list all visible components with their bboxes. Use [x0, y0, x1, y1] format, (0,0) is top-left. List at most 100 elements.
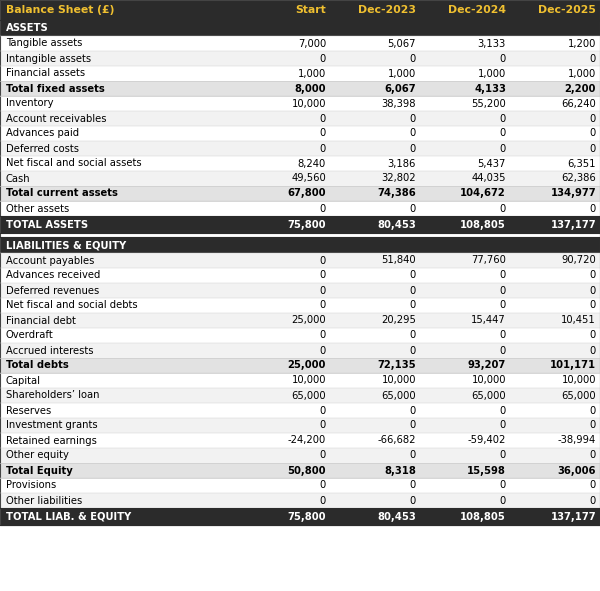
- Bar: [0, 237, 600, 253]
- Text: 1,000: 1,000: [388, 69, 416, 79]
- Text: 0: 0: [500, 480, 506, 491]
- Text: 0: 0: [410, 271, 416, 281]
- Text: 38,398: 38,398: [382, 99, 416, 109]
- Text: -66,682: -66,682: [377, 436, 416, 446]
- Text: 80,453: 80,453: [377, 511, 416, 521]
- Text: 0: 0: [320, 495, 326, 505]
- Text: -59,402: -59,402: [467, 436, 506, 446]
- Text: 0: 0: [320, 144, 326, 154]
- Text: 75,800: 75,800: [287, 511, 326, 521]
- Text: 0: 0: [500, 300, 506, 310]
- Text: 72,135: 72,135: [377, 361, 416, 371]
- Bar: [0, 463, 600, 478]
- Text: Intangible assets: Intangible assets: [6, 54, 91, 63]
- Text: 49,560: 49,560: [291, 174, 326, 183]
- Text: 0: 0: [320, 255, 326, 265]
- Text: 74,386: 74,386: [377, 189, 416, 199]
- Text: 0: 0: [320, 450, 326, 460]
- Text: 75,800: 75,800: [287, 219, 326, 229]
- Text: 1,000: 1,000: [568, 69, 596, 79]
- Text: 0: 0: [410, 144, 416, 154]
- Text: 0: 0: [500, 421, 506, 430]
- Text: 3,186: 3,186: [388, 158, 416, 168]
- Bar: [0, 0, 600, 20]
- Text: 0: 0: [590, 450, 596, 460]
- Text: 0: 0: [590, 271, 596, 281]
- Text: 0: 0: [410, 128, 416, 138]
- Bar: [0, 111, 600, 126]
- Text: Cash: Cash: [6, 174, 31, 183]
- Bar: [0, 508, 600, 525]
- Text: 0: 0: [590, 54, 596, 63]
- Text: 0: 0: [590, 128, 596, 138]
- Text: 0: 0: [410, 450, 416, 460]
- Text: Tangible assets: Tangible assets: [6, 38, 82, 48]
- Text: 1,000: 1,000: [478, 69, 506, 79]
- Text: 67,800: 67,800: [287, 189, 326, 199]
- Text: Capital: Capital: [6, 375, 41, 385]
- Text: Start: Start: [295, 5, 326, 15]
- Text: Total current assets: Total current assets: [6, 189, 118, 199]
- Text: 0: 0: [590, 480, 596, 491]
- Text: 0: 0: [500, 144, 506, 154]
- Text: 8,000: 8,000: [295, 83, 326, 93]
- Text: 0: 0: [320, 480, 326, 491]
- Text: 0: 0: [320, 54, 326, 63]
- Text: 80,453: 80,453: [377, 219, 416, 229]
- Bar: [0, 268, 600, 283]
- Text: 66,240: 66,240: [561, 99, 596, 109]
- Text: Overdraft: Overdraft: [6, 330, 54, 340]
- Bar: [0, 233, 600, 237]
- Text: Account receivables: Account receivables: [6, 113, 107, 124]
- Text: -24,200: -24,200: [288, 436, 326, 446]
- Text: 101,171: 101,171: [550, 361, 596, 371]
- Text: TOTAL ASSETS: TOTAL ASSETS: [6, 219, 88, 229]
- Text: 25,000: 25,000: [292, 316, 326, 326]
- Text: Other equity: Other equity: [6, 450, 69, 460]
- Bar: [0, 343, 600, 358]
- Text: 10,451: 10,451: [561, 316, 596, 326]
- Text: 0: 0: [500, 285, 506, 296]
- Text: 0: 0: [410, 330, 416, 340]
- Text: 90,720: 90,720: [561, 255, 596, 265]
- Text: Total debts: Total debts: [6, 361, 69, 371]
- Text: Net fiscal and social assets: Net fiscal and social assets: [6, 158, 142, 168]
- Text: 77,760: 77,760: [471, 255, 506, 265]
- Text: Deferred costs: Deferred costs: [6, 144, 79, 154]
- Text: 10,000: 10,000: [562, 375, 596, 385]
- Text: 65,000: 65,000: [472, 391, 506, 401]
- Text: 25,000: 25,000: [287, 361, 326, 371]
- Text: Account payables: Account payables: [6, 255, 94, 265]
- Text: 0: 0: [500, 495, 506, 505]
- Text: 0: 0: [590, 421, 596, 430]
- Text: 55,200: 55,200: [471, 99, 506, 109]
- Bar: [0, 201, 600, 216]
- Text: 0: 0: [500, 113, 506, 124]
- Bar: [0, 186, 600, 201]
- Text: 0: 0: [500, 450, 506, 460]
- Text: 15,598: 15,598: [467, 466, 506, 476]
- Text: 5,437: 5,437: [478, 158, 506, 168]
- Text: 0: 0: [500, 54, 506, 63]
- Text: 65,000: 65,000: [382, 391, 416, 401]
- Text: -38,994: -38,994: [558, 436, 596, 446]
- Text: 0: 0: [500, 271, 506, 281]
- Text: Advances received: Advances received: [6, 271, 100, 281]
- Text: 0: 0: [410, 405, 416, 415]
- Bar: [0, 403, 600, 418]
- Text: Dec-2023: Dec-2023: [358, 5, 416, 15]
- Bar: [0, 478, 600, 493]
- Text: 50,800: 50,800: [287, 466, 326, 476]
- Text: 0: 0: [590, 405, 596, 415]
- Text: 10,000: 10,000: [292, 375, 326, 385]
- Bar: [0, 373, 600, 388]
- Text: 137,177: 137,177: [550, 219, 596, 229]
- Bar: [0, 313, 600, 328]
- Text: Other assets: Other assets: [6, 203, 69, 213]
- Bar: [0, 141, 600, 156]
- Bar: [0, 36, 600, 51]
- Text: 10,000: 10,000: [292, 99, 326, 109]
- Text: 0: 0: [590, 144, 596, 154]
- Text: 65,000: 65,000: [562, 391, 596, 401]
- Text: Total fixed assets: Total fixed assets: [6, 83, 105, 93]
